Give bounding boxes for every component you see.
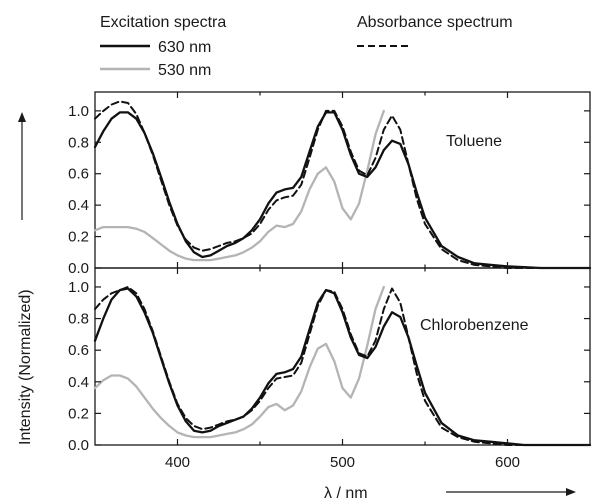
series-530-nm-chlorobenzene: [93, 285, 385, 439]
legend-absorbance-title: Absorbance spectrum: [357, 14, 513, 31]
y-axis-title: Intensity (Normalized): [17, 289, 34, 445]
panel-toluene-frame: [94, 91, 591, 269]
panel-toluene-y-ticks: 0.0 0.2 0.4 0.6 0.8 1.0: [68, 103, 590, 277]
series-530-nm-toluene: [93, 109, 385, 262]
legend: Excitation spectra 630 nm 530 nm Absorba…: [100, 14, 513, 79]
x-tick-label-2: 600: [495, 454, 520, 471]
y-tick-label-chlorobenzene-5: 1.0: [68, 279, 89, 296]
panel-label-toluene: Toluene: [446, 133, 502, 150]
y-tick-label-chlorobenzene-2: 0.4: [68, 374, 89, 391]
y-tick-label-chlorobenzene-3: 0.6: [68, 342, 89, 359]
y-tick-label-toluene-5: 1.0: [68, 103, 89, 120]
y-tick-label-toluene-1: 0.2: [68, 229, 89, 246]
y-tick-label-chlorobenzene-4: 0.8: [68, 311, 89, 328]
y-tick-label-chlorobenzene-0: 0.0: [68, 437, 89, 454]
panel-chlorobenzene-curves: [93, 285, 592, 447]
x-tick-labels: 400 500 600: [165, 454, 520, 471]
legend-label-530: 530 nm: [158, 62, 211, 79]
panel-toluene-x-ticks: [176, 92, 509, 268]
y-tick-label-toluene-0: 0.0: [68, 260, 89, 277]
y-tick-label-toluene-3: 0.6: [68, 166, 89, 183]
series-630-nm-toluene: [93, 111, 592, 270]
legend-label-630: 630 nm: [158, 39, 211, 56]
legend-excitation-title: Excitation spectra: [100, 14, 226, 31]
panel-toluene: 0.0 0.2 0.4 0.6 0.8 1.0 Toluene: [68, 91, 592, 277]
y-axis-title-group: Intensity (Normalized): [17, 112, 34, 445]
y-axis-arrowhead: [18, 112, 26, 122]
y-tick-label-toluene-4: 0.8: [68, 134, 89, 151]
y-tick-label-toluene-2: 0.4: [68, 197, 89, 214]
panel-label-chlorobenzene: Chlorobenzene: [420, 317, 529, 334]
x-axis-arrowhead: [566, 488, 576, 496]
panel-chlorobenzene-x-ticks: [176, 268, 509, 445]
panel-chlorobenzene-y-ticks: 0.0 0.2 0.4 0.6 0.8 1.0: [68, 279, 590, 454]
panel-chlorobenzene-frame: [94, 267, 591, 446]
x-tick-label-1: 500: [330, 454, 355, 471]
series-630-nm-chlorobenzene: [93, 287, 592, 447]
panel-toluene-curves: [93, 100, 592, 270]
panel-chlorobenzene: 0.0 0.2 0.4 0.6 0.8 1.0 Chlorobenzene: [68, 267, 592, 454]
series-absorbance-spectrum-toluene: [94, 100, 591, 269]
x-tick-label-0: 400: [165, 454, 190, 471]
y-tick-label-chlorobenzene-1: 0.2: [68, 405, 89, 422]
x-axis-title: λ / nm: [324, 485, 368, 501]
x-axis-title-group: λ / nm: [324, 485, 576, 501]
